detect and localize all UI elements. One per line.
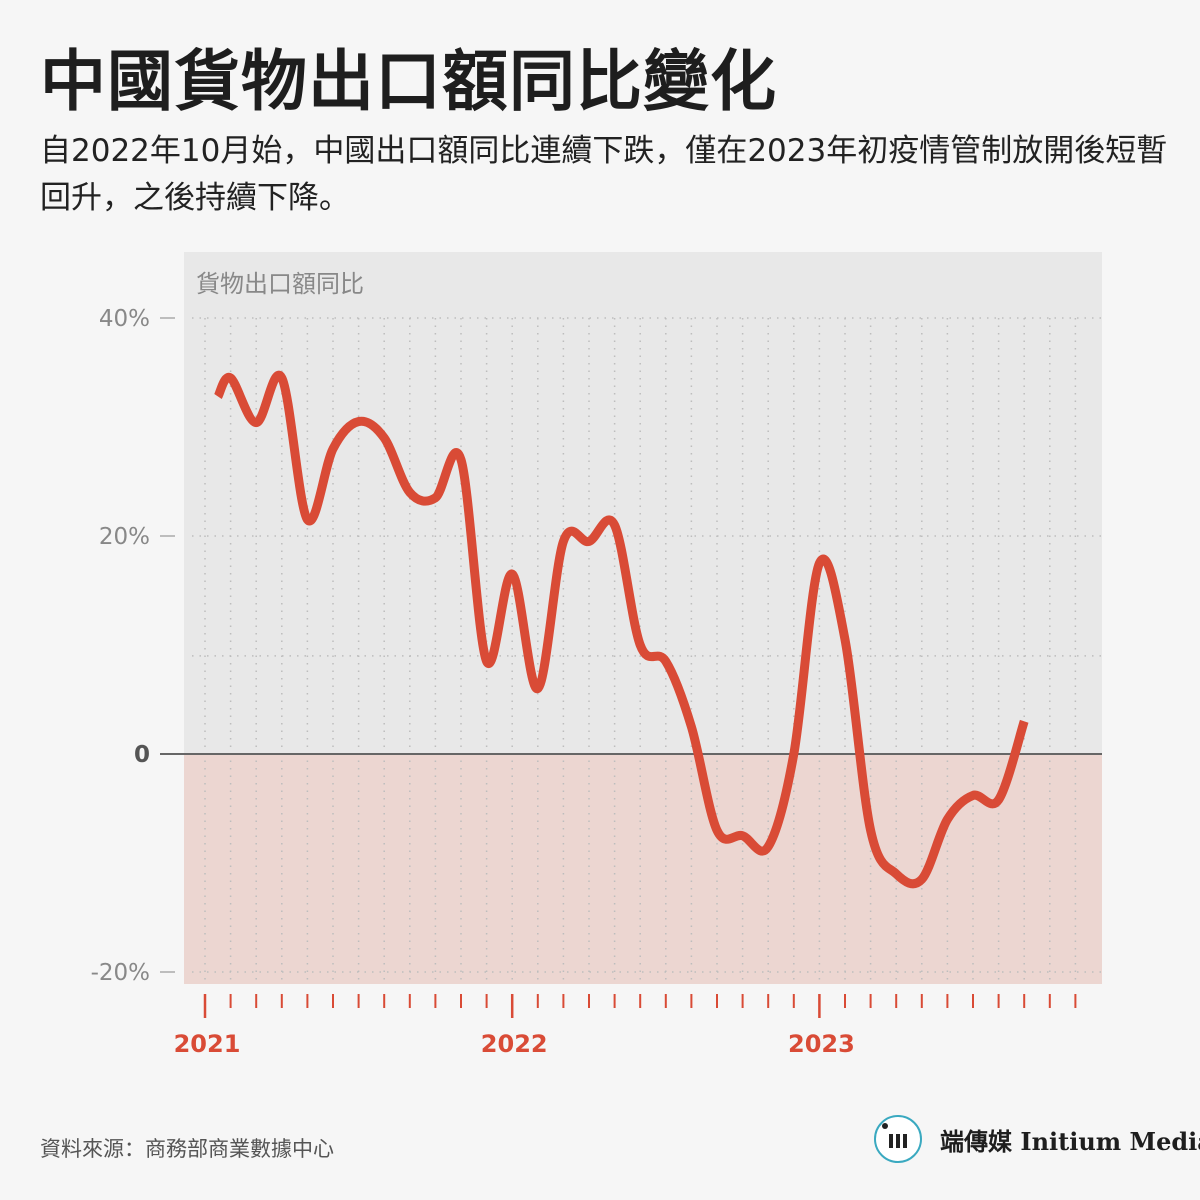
brand-name: 端傳媒 Initium Media	[940, 1126, 1200, 1156]
brand-logo: 端傳媒 Initium Media	[874, 1115, 1200, 1163]
y-tick-label: 40%	[99, 306, 150, 332]
negative-region	[184, 754, 1102, 984]
x-year-label: 2021	[174, 1030, 241, 1058]
x-year-label: 2022	[481, 1030, 548, 1058]
plot-background	[184, 252, 1102, 754]
chart-title: 中國貨物出口額同比變化	[40, 43, 777, 120]
y-tick-label: 0	[134, 742, 150, 768]
y-tick-label: 20%	[99, 524, 150, 550]
line-chart: 40% 20% 0 -20% 貨物出口額同比 2021 2022 2023	[91, 252, 1102, 1058]
y-tick-label: -20%	[91, 960, 150, 986]
source-note: 資料來源：商務部商業數據中心	[40, 1137, 334, 1161]
initium-logo-icon	[874, 1115, 922, 1163]
x-year-label: 2023	[788, 1030, 855, 1058]
plot-title: 貨物出口額同比	[196, 270, 364, 298]
chart-subtitle: 自2022年10月始，中國出口額同比連續下跌，僅在2023年初疫情管制放開後短暫…	[40, 133, 1168, 216]
series-line-export-yoy	[213, 370, 1029, 889]
